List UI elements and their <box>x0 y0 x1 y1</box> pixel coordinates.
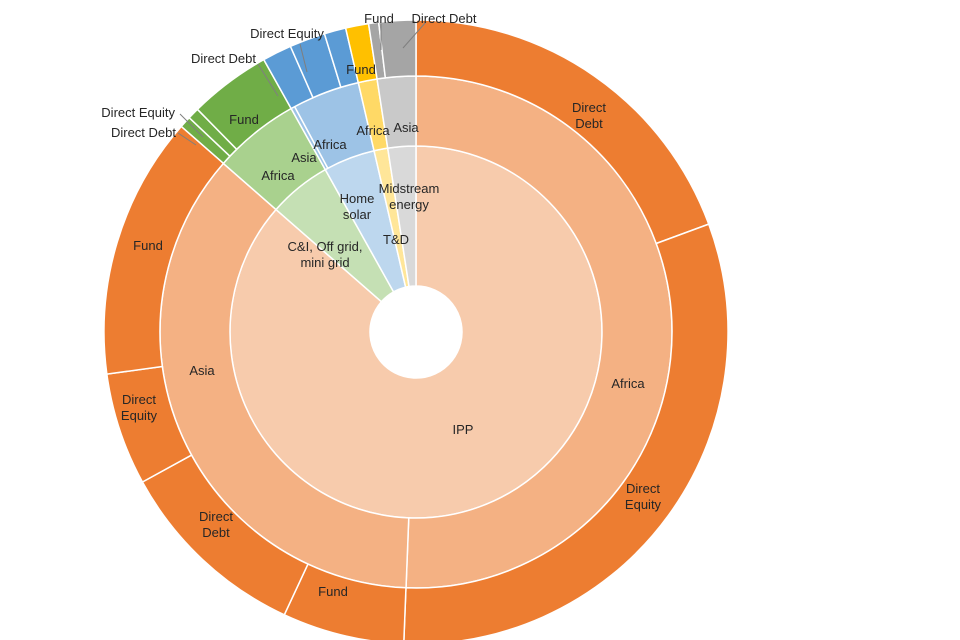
label-instrument-fund-5: Fund <box>133 238 163 253</box>
label-type-home-solar-2: Home solar <box>340 191 375 222</box>
label-region-asia-3: Asia <box>291 150 317 165</box>
label-type-midstream-energy-4: Midstream energy <box>379 181 440 212</box>
leader-line-direct-equity-7 <box>179 113 204 138</box>
label-instrument-direct-equity-1: Direct Equity <box>625 481 662 512</box>
leader-line-direct-debt-6 <box>177 132 197 146</box>
label-instrument-fund-2: Fund <box>318 584 348 599</box>
label-instrument-direct-debt-14: Direct Debt <box>411 11 476 26</box>
leader-line-direct-equity-10 <box>299 43 308 73</box>
label-region-africa-2: Africa <box>261 168 295 183</box>
label-type-t-d-3: T&D <box>383 232 409 247</box>
label-instrument-direct-equity-10: Direct Equity <box>250 26 324 41</box>
label-instrument-direct-equity-4: Direct Equity <box>121 392 158 423</box>
label-region-africa-0: Africa <box>611 376 645 391</box>
label-instrument-direct-debt-3: Direct Debt <box>199 509 233 540</box>
segment-labels: IPP C&I, Off grid, mini grid Home solar T&D Mi… <box>101 11 661 599</box>
label-region-asia-6: Asia <box>393 120 419 135</box>
label-region-africa-4: Africa <box>313 137 347 152</box>
label-instrument-direct-debt-9: Direct Debt <box>191 51 256 66</box>
segment-instrument-direct-equity-1 <box>403 223 729 640</box>
label-region-africa-5: Africa <box>356 123 390 138</box>
label-type-c-i-off-grid-mini-grid-1: C&I, Off grid, mini grid <box>288 239 363 270</box>
label-instrument-fund-13: Fund <box>364 11 394 26</box>
leader-lines <box>177 21 427 146</box>
label-instrument-direct-debt-6: Direct Debt <box>111 125 176 140</box>
label-instrument-fund-8: Fund <box>229 112 259 127</box>
ring-instrument <box>103 19 729 640</box>
label-region-asia-1: Asia <box>189 363 215 378</box>
segment-instrument-direct-debt-14 <box>377 19 417 79</box>
label-instrument-direct-equity-7: Direct Equity <box>101 105 175 120</box>
label-instrument-fund-12: Fund <box>346 62 376 77</box>
label-instrument-direct-debt-0: Direct Debt <box>572 100 606 131</box>
label-type-ipp-0: IPP <box>453 422 474 437</box>
leader-line-direct-debt-9 <box>257 63 279 97</box>
leader-line-direct-debt-14 <box>402 21 427 49</box>
